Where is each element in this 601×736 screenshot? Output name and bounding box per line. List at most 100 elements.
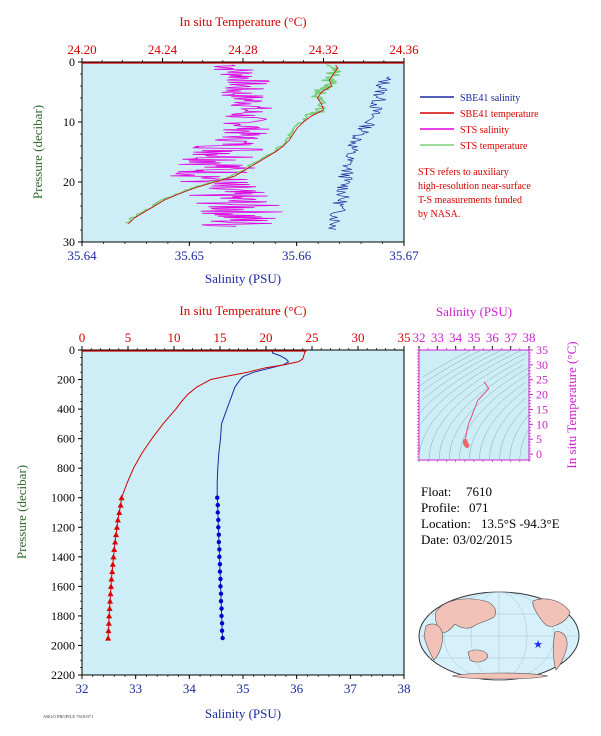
- main-temperature-tick-label: 25: [306, 330, 319, 345]
- isopycnal-line: [499, 406, 527, 460]
- profile-value: 071: [469, 500, 489, 515]
- top-chart-legend: SBE41 salinity SBE41 temperature STS sal…: [418, 93, 539, 220]
- salinity-point: [218, 584, 223, 589]
- salinity-point: [217, 562, 223, 567]
- main-salinity-tick-label: 36: [290, 681, 304, 696]
- ts-salinity-ticks: 32 33 34 35 36 37 38: [413, 330, 536, 462]
- ts-temperature-tick-label: 0: [536, 447, 542, 461]
- main-pressure-tick-label: 2200: [51, 668, 75, 682]
- salinity-point: [219, 606, 224, 611]
- legend-label-sts-temperature: STS temperature: [460, 141, 528, 152]
- salinity-point: [215, 502, 220, 508]
- main-temperature-tick-label: 20: [260, 330, 273, 345]
- main-pressure-tick-label: 1600: [51, 579, 75, 593]
- main-pressure-tick-label: 200: [57, 373, 75, 387]
- sts-note-line-4: by NASA.: [418, 209, 460, 220]
- isopycnal-line: [489, 397, 527, 461]
- ts-salinity-tick-label: 36: [486, 330, 500, 345]
- legend-label-sts-salinity: STS salinity: [460, 125, 509, 136]
- top-temperature-tick-label: 24.24: [148, 42, 178, 57]
- isopycnal-line: [479, 388, 528, 461]
- temperature-point: [108, 575, 115, 582]
- temperature-point: [107, 590, 114, 597]
- sts-note-line-1: STS refers to auxiliary: [418, 167, 509, 178]
- temperature-point: [105, 620, 112, 626]
- main-chart-salinity-axis-title: Salinity (PSU): [205, 706, 281, 721]
- temperature-point: [111, 546, 118, 552]
- isopycnal-line: [423, 349, 472, 378]
- top-salinity-tick-label: 35.65: [175, 248, 204, 263]
- main-salinity-tick-label: 34: [183, 681, 197, 696]
- ts-salinity-tick-label: 33: [431, 330, 444, 345]
- top-temperature-tick-label: 24.28: [228, 42, 257, 57]
- salinity-point: [216, 525, 221, 530]
- salinity-point: [219, 628, 225, 633]
- map-continent-south-america: [552, 631, 568, 671]
- ts-temperature-tick-label: 10: [536, 417, 548, 431]
- top-chart-temperature-ticks: 24.20 24.24 24.28 24.32 24.36: [67, 42, 419, 62]
- top-salinity-tick-label: 35.67: [389, 248, 419, 263]
- temperature-point: [106, 605, 113, 612]
- temperature-point: [106, 612, 113, 619]
- temperature-point: [114, 516, 121, 523]
- main-pressure-tick-label: 0: [69, 343, 75, 357]
- ts-salinity-tick-label: 38: [523, 330, 536, 345]
- main-chart-series: [82, 349, 307, 641]
- top-salinity-tick-label: 35.66: [282, 248, 312, 263]
- isopycnal-line: [422, 349, 492, 392]
- temperature-point: [118, 494, 125, 501]
- main-pressure-tick-label: 2000: [51, 638, 75, 652]
- map-continent-north-america: [532, 598, 571, 627]
- top-pressure-tick-label: 20: [63, 175, 75, 189]
- temperature-point: [105, 627, 112, 634]
- isopycnal-line: [519, 430, 529, 461]
- top-chart-series: [82, 62, 404, 230]
- series-temperature: [107, 349, 307, 639]
- temperature-point: [117, 502, 124, 508]
- salinity-point: [216, 517, 221, 523]
- temperature-point: [112, 539, 119, 545]
- map-continent-africa: [423, 623, 443, 661]
- profile-label: Profile:: [421, 500, 460, 515]
- salinity-point: [217, 547, 222, 552]
- main-temperature-tick-label: 30: [352, 330, 365, 345]
- temperature-point: [105, 635, 112, 641]
- isopycnal-line: [419, 349, 482, 386]
- top-chart-pressure-axis-title: Pressure (decibar): [30, 105, 45, 199]
- main-salinity-tick-label: 32: [76, 681, 89, 696]
- temperature-point: [116, 509, 123, 515]
- top-pressure-tick-label: 0: [69, 55, 75, 69]
- salinity-point: [217, 569, 223, 574]
- main-pressure-tick-label: 600: [57, 432, 75, 446]
- ts-salinity-tick-label: 34: [449, 330, 463, 345]
- date-value: 03/02/2015: [453, 532, 512, 547]
- ts-temperature-tick-label: 15: [536, 402, 548, 416]
- main-plot-area: [81, 349, 405, 676]
- main-profile-chart: In situ Temperature (°C) Salinity (PSU) …: [14, 303, 411, 721]
- main-chart-pressure-axis-title: Pressure (decibar): [14, 465, 29, 559]
- footer-label: ARGO PROFILE 7610/071: [43, 714, 93, 719]
- ts-isopycnal-lines: [418, 349, 529, 461]
- ts-salinity-tick-label: 37: [504, 330, 518, 345]
- world-map: ★: [418, 591, 580, 681]
- top-chart-salinity-axis-title: Salinity (PSU): [205, 271, 281, 286]
- top-plot-area: [81, 61, 405, 243]
- main-chart-salinity-ticks: 32 33 34 35 36 37 38: [76, 675, 411, 696]
- float-value: 7610: [466, 484, 492, 499]
- series-sbe41-temperature: [128, 64, 339, 225]
- temperature-point: [113, 524, 120, 530]
- main-temperature-tick-label: 10: [168, 330, 181, 345]
- isopycnal-line: [418, 352, 527, 461]
- salinity-point: [216, 539, 222, 545]
- main-chart-pressure-ticks: 0 200 400 600 800 1000 1200 1400 1600 1800 2000 220…: [51, 343, 82, 682]
- isopycnal-line: [509, 415, 529, 460]
- main-chart-temperature-axis-title: In situ Temperature (°C): [179, 303, 306, 318]
- salinity-point: [218, 576, 223, 582]
- isopycnal-line: [428, 358, 525, 461]
- legend-label-sbe41-temperature: SBE41 temperature: [460, 109, 539, 120]
- temperature-point: [109, 568, 116, 575]
- temperature-point: [113, 531, 120, 538]
- salinity-point: [219, 613, 224, 619]
